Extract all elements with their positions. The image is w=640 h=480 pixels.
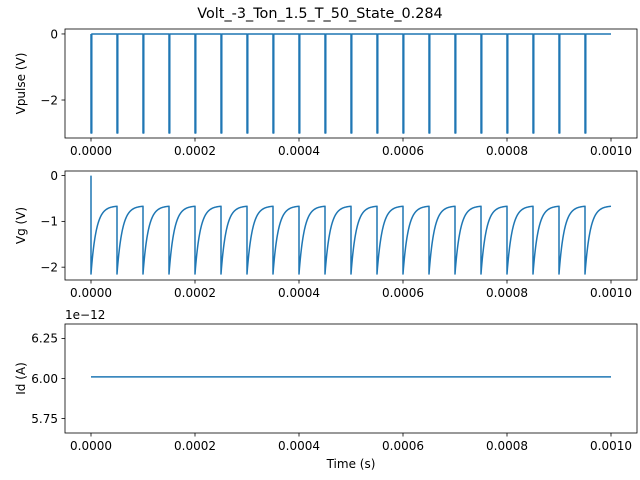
y-tick-label: −2 — [40, 260, 58, 274]
x-tick-label: 0.0010 — [590, 439, 632, 453]
y-axis-label-id: Id (A) — [14, 362, 28, 395]
x-tick-label: 0.0000 — [70, 144, 112, 158]
x-tick-label: 0.0006 — [382, 144, 424, 158]
y-axis-label-vg: Vg (V) — [14, 207, 28, 244]
y-tick-label: 0 — [50, 27, 58, 41]
chart-title: Volt_-3_Ton_1.5_T_50_State_0.284 — [197, 6, 442, 22]
x-tick-label: 0.0002 — [174, 144, 216, 158]
x-tick-label: 0.0000 — [70, 439, 112, 453]
x-tick-label: 0.0004 — [278, 144, 320, 158]
y-tick-label: 6.00 — [31, 372, 58, 386]
x-tick-label: 0.0006 — [382, 439, 424, 453]
y-tick-label: 5.75 — [31, 412, 58, 426]
x-tick-label: 0.0008 — [486, 439, 528, 453]
x-tick-label: 0.0006 — [382, 286, 424, 300]
y-tick-label: 0 — [50, 169, 58, 183]
y-tick-label: −2 — [40, 93, 58, 107]
x-tick-label: 0.0002 — [174, 286, 216, 300]
x-axis-label-id: Time (s) — [326, 457, 376, 471]
y-tick-label: 6.25 — [31, 332, 58, 346]
x-tick-label: 0.0008 — [486, 286, 528, 300]
x-tick-label: 0.0000 — [70, 286, 112, 300]
y-axis-label-vpulse: Vpulse (V) — [14, 53, 28, 115]
x-tick-label: 0.0004 — [278, 286, 320, 300]
y-tick-label: −1 — [40, 215, 58, 229]
series-line-vpulse — [91, 34, 611, 133]
x-tick-label: 0.0002 — [174, 439, 216, 453]
x-tick-label: 0.0004 — [278, 439, 320, 453]
y-offset-text-id: 1e−12 — [65, 308, 105, 322]
x-tick-label: 0.0010 — [590, 286, 632, 300]
x-tick-label: 0.0010 — [590, 144, 632, 158]
x-tick-label: 0.0008 — [486, 144, 528, 158]
